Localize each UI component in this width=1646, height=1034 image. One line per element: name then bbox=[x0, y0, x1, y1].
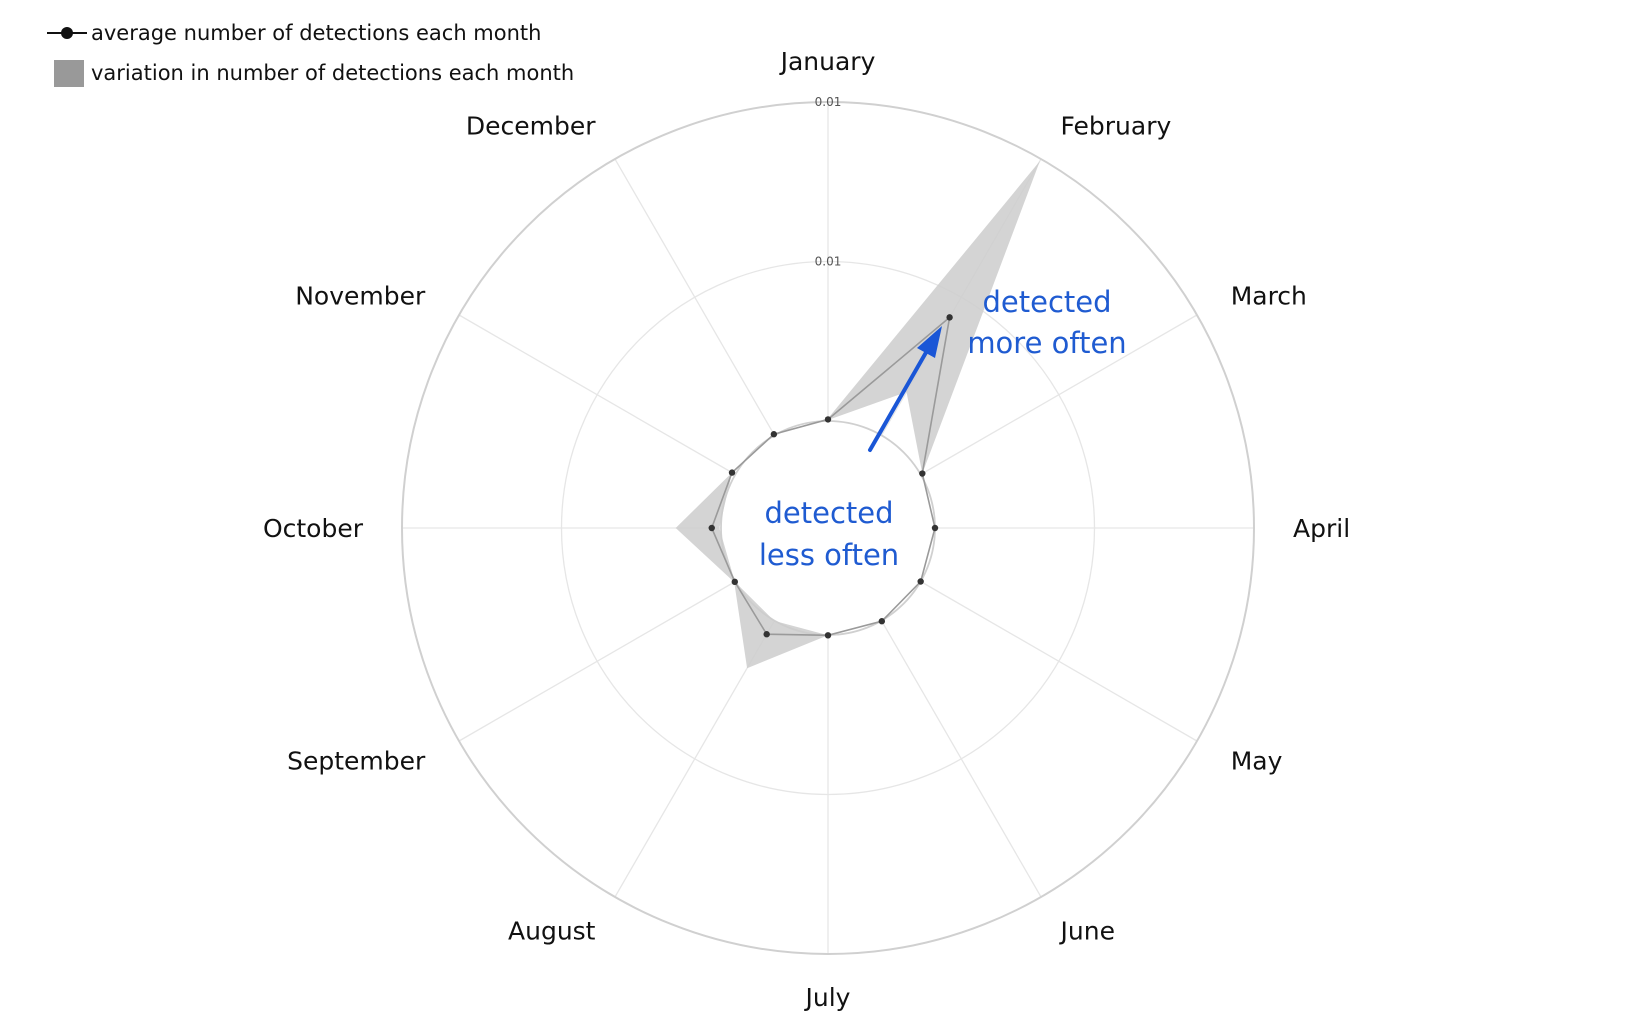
annotation-more-line2: more often bbox=[967, 326, 1126, 360]
point-june bbox=[878, 618, 886, 625]
legend-area-label: variation in number of detections each m… bbox=[91, 61, 574, 85]
month-label-may: May bbox=[1231, 747, 1283, 776]
month-label-december: December bbox=[466, 111, 596, 140]
month-label-october: October bbox=[263, 514, 364, 543]
spoke-december bbox=[614, 158, 776, 436]
variation-ribbon bbox=[675, 161, 1040, 669]
point-april bbox=[931, 524, 939, 532]
legend-line-label: average number of detections each month bbox=[91, 21, 541, 45]
annotation-more-often: detected more often bbox=[967, 285, 1126, 360]
spoke-may bbox=[920, 580, 1198, 742]
annotation-less-line1: detected bbox=[764, 496, 893, 530]
point-december bbox=[770, 431, 778, 438]
month-label-july: July bbox=[804, 983, 851, 1012]
spoke-june bbox=[880, 620, 1042, 898]
legend-point-icon bbox=[61, 27, 73, 39]
spoke-march bbox=[920, 314, 1198, 476]
tick-label-outer: 0.01 bbox=[815, 95, 842, 109]
tick-label-mid: 0.01 bbox=[815, 255, 842, 269]
annotation-less-line2: less often bbox=[759, 538, 899, 572]
month-labels: January February March April May June July Augu… bbox=[263, 47, 1350, 1012]
point-march bbox=[919, 470, 926, 477]
radar-grid bbox=[401, 101, 1255, 955]
month-label-september: September bbox=[287, 747, 426, 776]
month-label-august: August bbox=[508, 917, 596, 946]
point-may bbox=[917, 578, 924, 585]
month-label-january: January bbox=[779, 47, 876, 76]
point-august bbox=[763, 631, 770, 638]
point-november bbox=[728, 469, 736, 476]
month-label-april: April bbox=[1293, 514, 1350, 543]
average-points bbox=[708, 314, 953, 639]
spoke-november bbox=[458, 314, 736, 476]
month-label-february: February bbox=[1061, 111, 1172, 140]
legend: average number of detections each month … bbox=[47, 21, 574, 87]
legend-area-swatch bbox=[54, 60, 84, 87]
point-september bbox=[731, 578, 738, 586]
point-january bbox=[824, 416, 832, 423]
point-october bbox=[708, 524, 715, 532]
month-label-march: March bbox=[1231, 282, 1307, 311]
month-label-june: June bbox=[1059, 917, 1115, 946]
arrow-icon bbox=[868, 326, 942, 452]
month-label-november: November bbox=[295, 282, 426, 311]
outer-ring bbox=[401, 101, 1255, 955]
point-february bbox=[946, 314, 953, 321]
annotation-more-line1: detected bbox=[982, 285, 1111, 319]
point-july bbox=[824, 632, 832, 639]
spoke-september bbox=[458, 580, 736, 742]
annotation-less-often: detected less often bbox=[759, 496, 899, 572]
